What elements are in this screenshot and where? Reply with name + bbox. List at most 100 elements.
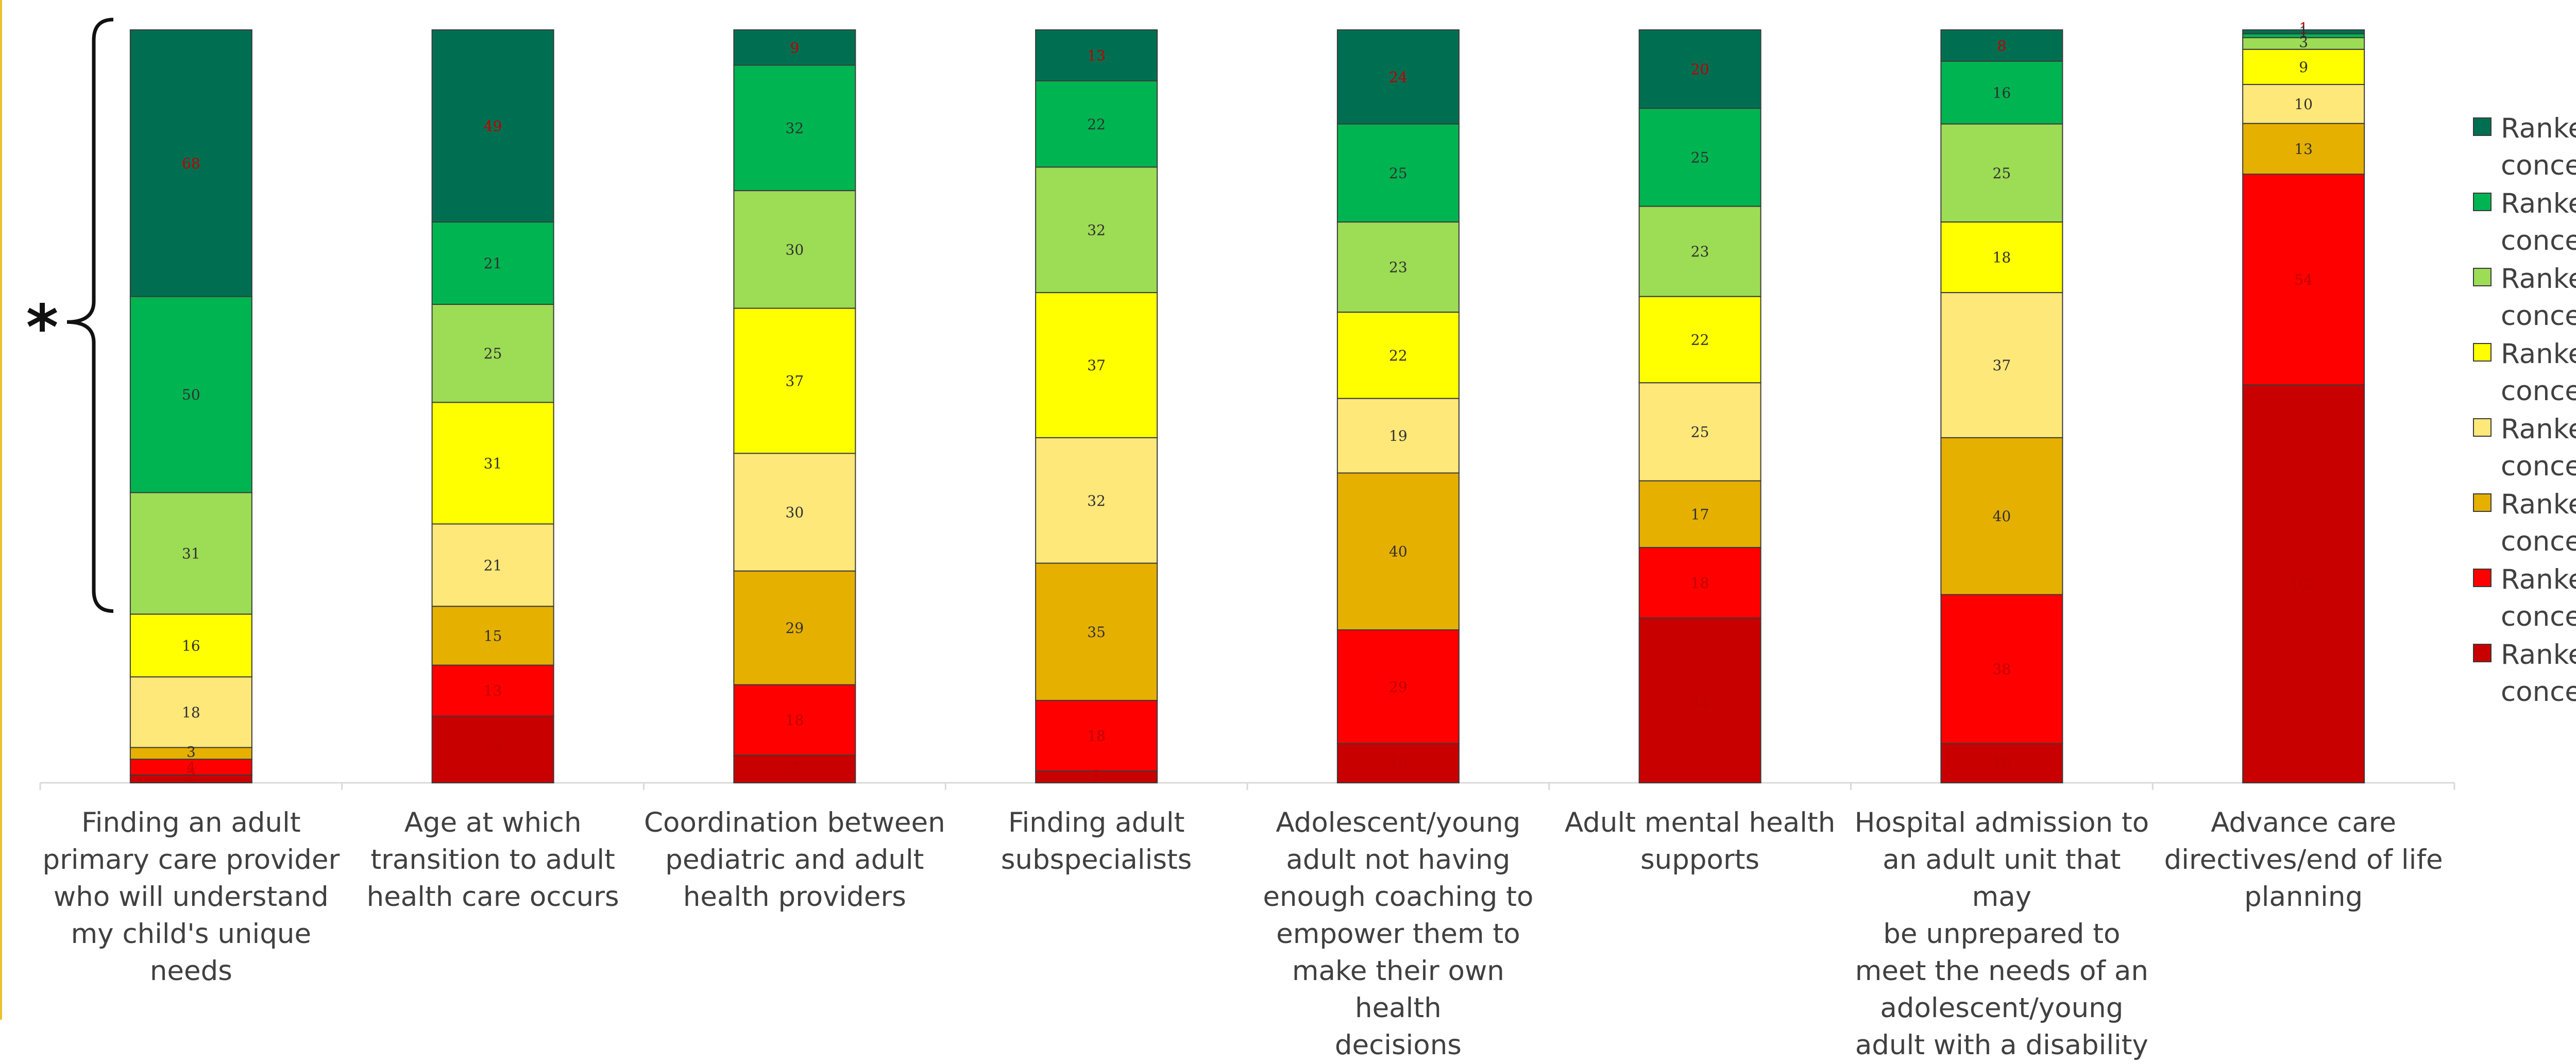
data-label: 32 [786,119,804,136]
data-label: 32 [1087,221,1106,238]
category-label-line: Finding adult [1008,807,1185,838]
bar-segment [1940,743,2063,783]
legend-label: Ranked #7concern [2501,564,2576,632]
data-label: 4 [187,759,196,776]
legend-item: Ranked #8concern [2473,637,2576,712]
category-label-line: Finding an adult [81,807,301,838]
bar-segment [1336,629,1460,744]
category-label-line: adult with a disability [1855,1029,2148,1061]
left-edge-rule [0,0,2,1020]
data-label: 10 [2294,96,2313,113]
data-label: 10 [1993,755,2011,772]
legend-label: Ranked #8concern [2501,639,2576,708]
data-label: 18 [1087,728,1106,745]
data-label: 25 [484,345,502,362]
bar-segment [733,453,856,572]
category-label-line: pediatric and adult [665,844,924,876]
legend-swatch [2473,644,2492,662]
legend-item: Ranked #7concern [2473,561,2576,637]
category-label-line: directives/end of life [2164,844,2443,876]
bar-segment [733,684,856,756]
data-label: 25 [1993,165,2011,182]
data-label: 31 [182,545,200,562]
legend-swatch [2473,193,2492,211]
legend-label: Ranked #6concern [2501,489,2576,557]
data-label: 13 [1087,47,1106,64]
x-axis-category-label: Coordination between pediatric and adult h… [643,804,945,916]
data-label: 49 [484,118,502,135]
data-label: 8 [1997,37,2006,54]
bar-segment [2242,84,2365,124]
category-label-line: Coordination between [644,807,945,838]
category-label-line: Advance care [2211,807,2397,838]
data-label: 21 [484,255,502,272]
bar-segment [1638,296,1761,384]
bar-segment [733,754,856,783]
data-label: 42 [1691,692,1709,709]
category-label-line: health care occurs [366,881,619,913]
data-label: 22 [1691,332,1709,349]
bar-segment [1336,398,1460,474]
bar-segment [2242,48,2365,85]
legend-item: Ranked #4concern [2473,336,2576,411]
legend-swatch [2473,418,2492,437]
bar-stack: 8 16 25 18 37 40 38 10 [1940,29,2063,783]
bar-stack: 13 22 32 37 32 35 18 3 [1035,29,1158,784]
data-label: 40 [1993,508,2011,525]
category-label-line: Adolescent/young [1276,807,1521,838]
data-label: 1 [2299,20,2308,37]
category-label-line: empower them to [1276,918,1520,950]
data-label: 23 [1389,259,1408,276]
data-label: 18 [1691,575,1709,592]
legend-item: Ranked #6concern [2473,486,2576,561]
data-label: 37 [1993,357,2011,374]
data-label: 102 [2290,576,2317,593]
legend-label: Ranked #4concern [2501,338,2576,407]
bar-segment [129,492,252,615]
bar-segment [1638,480,1761,548]
data-label: 32 [1087,492,1106,509]
chart-legend: Ranked #1concern Ranked #2concern Ranked #… [2473,110,2576,712]
data-label: 15 [484,627,502,644]
category-label-line: transition to adult [370,844,615,876]
x-axis-category-label: Finding an adult primary care provider who… [40,804,342,990]
legend-swatch [2473,343,2492,362]
category-label-line: make their own health [1292,955,1504,1024]
category-label-line: decisions [1334,1029,1462,1061]
category-label-line: supports [1640,844,1760,876]
data-label: 9 [2299,59,2308,76]
category-label-line: primary care provider [42,844,340,876]
category-label-line: planning [2244,881,2363,913]
bar-segment [1035,29,1158,81]
bar-segment [1940,221,2063,294]
x-axis-category-label: Finding adult subspecialists [945,804,1247,879]
bar-stack: 24 25 23 22 19 40 29 10 [1336,29,1460,783]
x-axis-category-label: Age at which transition to adult health ca… [342,804,644,916]
data-label: 31 [484,455,502,472]
bar-segment [1940,123,2063,223]
bar-segment [431,402,554,525]
data-label: 3 [187,744,196,761]
bar-segment [129,774,252,784]
bar-segment [1336,29,1460,125]
bar-segment [1940,594,2063,744]
data-label: 16 [1993,84,2011,101]
bar-segment [1638,547,1761,619]
bar-segment [1035,437,1158,564]
category-label-line: my child's unique [71,918,312,950]
bar-segment [1336,312,1460,399]
category-label-line: meet the needs of an [1855,955,2148,987]
bar-segment [1035,562,1158,701]
data-label: 18 [1993,249,2011,266]
data-label: 24 [1389,68,1408,85]
category-label-line: needs [149,955,232,987]
category-label-line: subspecialists [1001,844,1192,876]
data-label: 25 [1389,165,1408,182]
bar-segment [431,304,554,403]
category-label-line: Adult mental health [1564,807,1836,838]
bar-segment [431,664,554,717]
legend-swatch [2473,268,2492,286]
bar-segment [431,715,554,784]
data-label: 1 [2299,24,2308,41]
legend-label: Ranked #5concern [2501,414,2576,482]
